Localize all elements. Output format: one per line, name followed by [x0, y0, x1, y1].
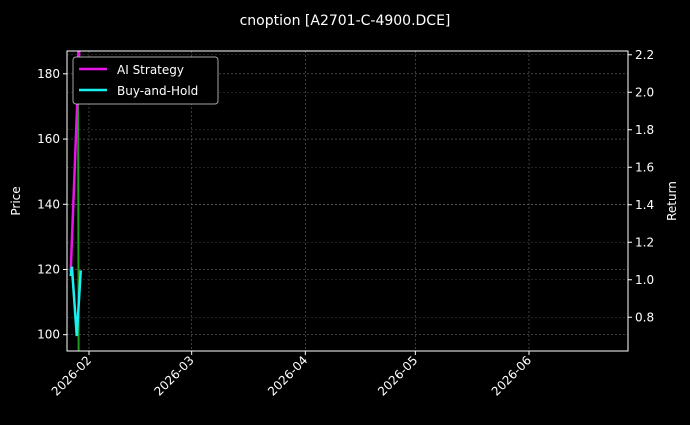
series-line-buy-and-hold — [69, 266, 82, 337]
x-tick-label: 2026-02 — [49, 353, 94, 398]
plot-frame — [66, 50, 629, 352]
legend: AI Strategy Buy-and-Hold — [72, 56, 219, 105]
chart-title: cnoption [A2701-C-4900.DCE] — [240, 13, 451, 29]
y2-tick-label: 1.2 — [635, 235, 654, 249]
y2-axis-label: Return — [665, 181, 679, 221]
x-tick-label: 2026-04 — [265, 353, 310, 398]
y2-tick-label: 0.8 — [635, 310, 654, 324]
x-tick-label: 2026-06 — [489, 353, 534, 398]
x-tick-label: 2026-03 — [151, 353, 196, 398]
y-axis-label: Price — [9, 186, 23, 215]
y-tick-label: 180 — [37, 67, 60, 81]
legend-label-ai-strategy: AI Strategy — [117, 63, 184, 77]
y-tick-label: 120 — [37, 262, 60, 276]
y2-tick-label: 2.2 — [635, 48, 654, 62]
y2-tick-label: 2.0 — [635, 85, 654, 99]
y2-tick-label: 1.4 — [635, 198, 654, 212]
y-tick-label: 160 — [37, 132, 60, 146]
y2-tick-label: 1.0 — [635, 273, 654, 287]
y-tick-label: 140 — [37, 197, 60, 211]
legend-label-buy-and-hold: Buy-and-Hold — [117, 84, 198, 98]
y2-tick-label: 1.8 — [635, 123, 654, 137]
x-tick-label: 2026-05 — [375, 353, 420, 398]
y-tick-label: 100 — [37, 328, 60, 342]
y2-tick-label: 1.6 — [635, 160, 654, 174]
